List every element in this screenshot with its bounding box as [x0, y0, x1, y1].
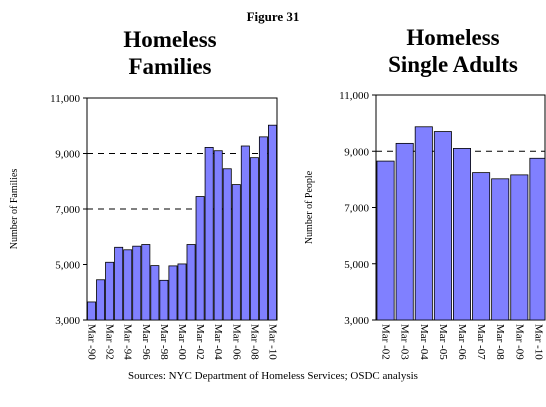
x-tick-label: Mar -04: [212, 324, 224, 360]
bar: [204, 146, 214, 321]
bar: [213, 150, 223, 321]
x-tick-label: Mar -98: [158, 324, 170, 360]
y-tick-label: 7,000: [344, 203, 369, 215]
chart-title-line-2: Single Adults: [388, 52, 518, 77]
x-tick-label: Mar -08: [494, 324, 506, 360]
x-tick-label: Mar -06: [230, 324, 242, 360]
bar: [105, 261, 115, 321]
x-tick-label: Mar -06: [456, 324, 468, 360]
bar: [376, 160, 395, 321]
bar: [414, 126, 433, 321]
x-tick-label: Mar -02: [380, 324, 392, 360]
y-axis-label: Number of Families: [9, 169, 20, 250]
source-note: Sources: NYC Department of Homeless Serv…: [128, 370, 418, 382]
bar: [123, 249, 133, 321]
y-tick-label: 11,000: [50, 93, 80, 105]
bar: [472, 172, 491, 321]
x-tick-label: Mar -00: [176, 324, 188, 360]
x-tick-label: Mar -10: [532, 324, 544, 360]
x-tick-label: Mar -10: [266, 324, 278, 360]
y-tick-label: 5,000: [344, 259, 369, 271]
bar: [186, 244, 196, 321]
chart-title-line-1: Homeless: [123, 27, 217, 52]
y-tick-label: 5,000: [55, 260, 80, 272]
bar: [268, 124, 277, 321]
chart-title-line-2: Families: [128, 54, 212, 79]
bar: [195, 196, 205, 321]
chart-title-line-1: Homeless: [406, 25, 500, 50]
x-tick-label: Mar -05: [437, 324, 449, 360]
x-tick-label: Mar -94: [122, 324, 134, 360]
chart-title-adults: Homeless Single Adults: [360, 24, 546, 78]
bar: [240, 145, 250, 321]
bar: [114, 246, 124, 321]
x-tick-label: Mar -92: [104, 324, 116, 360]
bar: [132, 245, 142, 321]
y-axis-label: Number of People: [304, 170, 315, 244]
bar: [96, 279, 106, 321]
bar: [159, 279, 169, 321]
bar: [452, 148, 471, 321]
y-tick-label: 9,000: [55, 149, 80, 161]
x-tick-label: Mar -03: [399, 324, 411, 360]
y-tick-label: 3,000: [344, 315, 369, 327]
figure-label: Figure 31: [246, 9, 300, 24]
x-tick-label: Mar -96: [140, 324, 152, 360]
bar: [433, 131, 452, 321]
bar: [150, 265, 160, 321]
bar: [141, 244, 151, 321]
chart-title-families: Homeless Families: [80, 26, 260, 80]
x-tick-label: Mar -07: [475, 324, 487, 360]
bar: [87, 301, 96, 321]
x-tick-label: Mar -09: [513, 324, 525, 360]
y-tick-label: 9,000: [344, 146, 369, 158]
bar: [222, 168, 232, 321]
bar: [510, 174, 529, 321]
bar: [249, 157, 259, 321]
bar: [491, 178, 510, 321]
y-tick-label: 3,000: [55, 315, 80, 327]
y-tick-label: 11,000: [339, 90, 369, 102]
y-tick-label: 7,000: [55, 204, 80, 216]
x-tick-label: Mar -04: [418, 324, 430, 360]
bar: [231, 184, 241, 321]
x-tick-label: Mar -02: [194, 324, 206, 360]
x-tick-label: Mar -90: [86, 324, 98, 360]
bar: [529, 157, 546, 321]
bar: [395, 142, 414, 321]
x-tick-label: Mar -08: [248, 324, 260, 360]
bar: [258, 136, 268, 321]
bar: [168, 265, 178, 321]
bar: [177, 263, 187, 321]
